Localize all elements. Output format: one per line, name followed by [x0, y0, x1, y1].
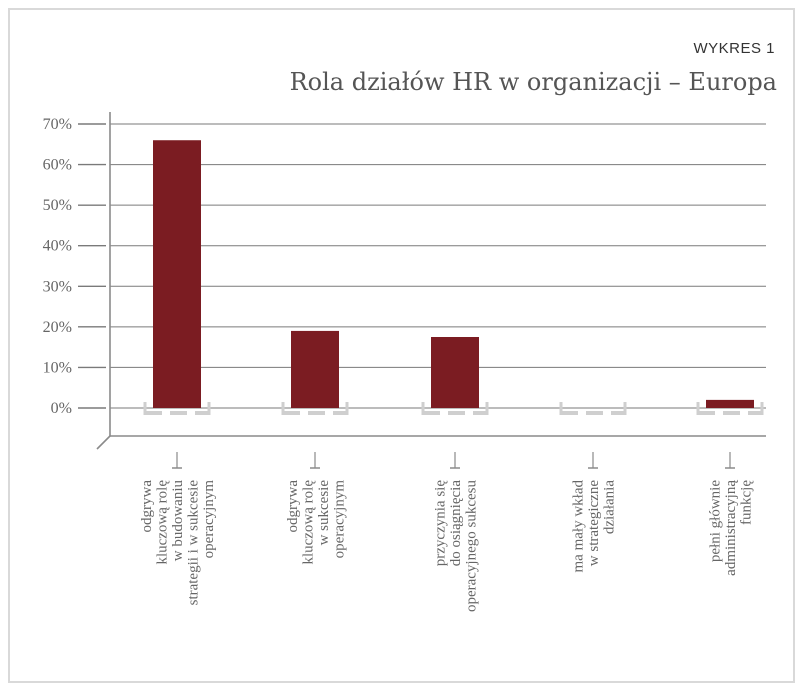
axis-corner — [96, 435, 111, 450]
x-category-line: strategii i w sukcesie — [186, 480, 202, 606]
x-category-line: przyczynia się — [433, 480, 449, 567]
x-category-line: ma mały wkład — [571, 480, 587, 573]
y-axis-ticks: 0% 10% 20% 30% 40% 50% 60% 70% — [43, 116, 106, 417]
x-category-line: operacyjnym — [201, 480, 217, 559]
y-tick-label: 0% — [51, 400, 72, 417]
grid-lines — [110, 123, 766, 409]
chart-title: Rola działów HR w organizacji – Europa — [289, 68, 777, 96]
x-category-label: odgrywa kluczową rolę w budowaniu strategii… — [139, 480, 217, 606]
bar — [153, 140, 201, 408]
y-tick-label: 40% — [43, 238, 72, 255]
x-category-line: działania — [602, 480, 618, 534]
x-category-line: kluczową rolę — [155, 480, 171, 565]
y-tick-label: 50% — [43, 197, 72, 214]
y-tick-label: 30% — [43, 278, 72, 295]
x-category-label: odgrywa kluczową rolę w sukcesie operacyjny… — [285, 480, 348, 565]
x-category-line: odgrywa — [139, 480, 155, 533]
bar — [291, 330, 339, 408]
x-category-line: kluczową rolę — [300, 480, 316, 565]
x-category-line: operacyjnego sukcesu — [464, 480, 480, 613]
x-axis-labels: odgrywa kluczową rolę w budowaniu strategii… — [139, 452, 755, 612]
y-tick-label: 10% — [43, 359, 72, 376]
chart-label: WYKRES 1 — [693, 40, 775, 57]
bars — [153, 140, 754, 408]
x-category-line: pełni głównie — [708, 480, 724, 562]
x-category-line: funkcję — [739, 480, 755, 525]
axes — [96, 112, 766, 450]
x-category-line: operacyjnym — [331, 480, 347, 559]
x-category-line: odgrywa — [285, 480, 301, 533]
bar-base-markers — [143, 402, 764, 415]
y-tick-label: 70% — [43, 116, 72, 133]
x-category-line: do osiągnięcia — [448, 480, 464, 567]
chart-frame — [8, 8, 795, 683]
bar — [431, 337, 479, 408]
x-category-line: administracyjną — [723, 480, 739, 576]
x-category-label: przyczynia się do osiągnięcia operacyjnego… — [433, 480, 480, 613]
x-category-line: w strategiczne — [586, 480, 602, 567]
x-category-line: w budowaniu — [170, 480, 186, 562]
x-category-label: pełni głównie administracyjną funkcję — [708, 480, 755, 576]
x-category-label: ma mały wkład w strategiczne działania — [571, 480, 618, 573]
y-tick-label: 20% — [43, 319, 72, 336]
x-category-line: w sukcesie — [316, 480, 332, 546]
y-tick-label: 60% — [43, 157, 72, 174]
bar — [706, 399, 754, 408]
